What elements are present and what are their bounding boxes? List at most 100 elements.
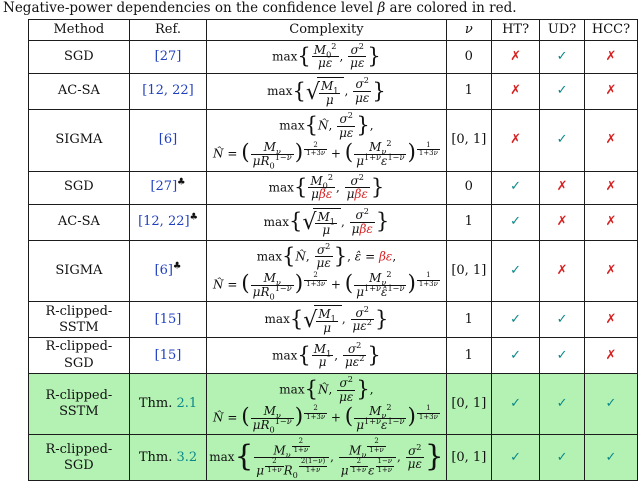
check-icon: ✓ xyxy=(510,449,522,465)
column-header: Ref. xyxy=(128,18,208,41)
hcc-cell: ✗ xyxy=(583,109,639,172)
complexity-cell: max{N̂, σ2 με}, N̂ = (Mν μR01−ν) 2 1+3ν + (Mν… xyxy=(206,372,447,436)
complexity-cell: max{N̂, σ2 με}, N̂ = (Mν μR01−ν) 2 1+3ν + (Mν… xyxy=(206,109,447,172)
nu-cell: 1 xyxy=(445,203,492,241)
ud-cell: ✓ xyxy=(539,301,585,339)
caption-beta-symbol: β xyxy=(377,0,386,16)
table-row: AC-SA [12, 22] max{√ M1 μ, σ2 με} 1 ✗ ✓ ✗ xyxy=(28,72,639,111)
citation-link[interactable]: [6] xyxy=(154,262,174,278)
ht-cell: ✗ xyxy=(490,109,541,172)
cross-icon: ✗ xyxy=(556,214,568,230)
ht-cell: ✓ xyxy=(490,337,541,374)
ud-cell: ✓ xyxy=(539,337,585,374)
method-cell: SGD xyxy=(28,39,130,74)
nu-cell: 1 xyxy=(445,337,492,374)
column-header: Method xyxy=(28,18,130,41)
cross-icon: ✗ xyxy=(510,48,522,64)
table-row: SIGMA [6] max{N̂, σ2 με}, N̂ = (Mν μR01−ν) 2 1+… xyxy=(28,109,639,172)
cross-icon: ✗ xyxy=(605,347,617,363)
ht-cell: ✓ xyxy=(490,170,541,205)
complexity-cell: max{√ M1 μ, σ2 με} xyxy=(206,72,447,111)
caption-text-suffix: are colored in red. xyxy=(385,0,517,16)
citation-link[interactable]: [6] xyxy=(158,132,178,148)
cross-icon: ✗ xyxy=(605,262,617,278)
ht-cell: ✓ xyxy=(490,434,541,481)
ht-cell: ✓ xyxy=(490,301,541,339)
ref-cell: [12, 22] xyxy=(128,72,208,111)
ht-cell: ✓ xyxy=(490,203,541,241)
check-icon: ✓ xyxy=(556,83,568,99)
table-row: R-clipped-SGD [15] max{M1 μ, σ2 με2} 1 ✓ ✓ ✗ xyxy=(28,337,639,374)
header-row: Method Ref. Complexity ν HT? UD? HCC? xyxy=(28,18,639,41)
complexity-cell: max{Mν 2 1+ν μ 2 1+ν R0 2(1−ν) 1+ν, Mν 2 1+ν μ 2 1+ν ε… xyxy=(206,434,447,481)
check-icon: ✓ xyxy=(510,396,522,412)
check-icon: ✓ xyxy=(510,311,522,327)
table-row: AC-SA [12, 22]♣ max{√ M1 μ, σ2 μβε} 1 ✓ ✗ ✗ xyxy=(28,203,639,241)
ud-cell: ✓ xyxy=(539,372,585,436)
hcc-cell: ✗ xyxy=(583,337,639,374)
cross-icon: ✗ xyxy=(605,311,617,327)
citation-link[interactable]: [27] xyxy=(150,179,178,195)
complexity-cell: max{M02 μβε, σ2 μβε} xyxy=(206,170,447,205)
hcc-cell: ✗ xyxy=(583,239,639,303)
hcc-cell: ✗ xyxy=(583,72,639,111)
ud-cell: ✗ xyxy=(539,239,585,303)
check-icon: ✓ xyxy=(556,449,568,465)
complexity-cell: max{N̂, σ2 με}, ε̂ = βε, N̂ = (Mν μR01−ν) 2 1… xyxy=(206,239,447,303)
check-icon: ✓ xyxy=(556,132,568,148)
column-header: UD? xyxy=(539,18,585,41)
complexity-cell: max{√ M1 μ, σ2 με2} xyxy=(206,301,447,339)
club-icon: ♣ xyxy=(177,177,186,189)
table-row: R-clipped-SSTM [15] max{√ M1 μ, σ2 με2} 1 ✓ ✓ ✗ xyxy=(28,301,639,339)
table-caption: Negative-power dependencies on the confi… xyxy=(2,0,638,19)
ud-cell: ✓ xyxy=(539,39,585,74)
ref-cell: [6]♣ xyxy=(128,239,208,303)
theorem-link[interactable]: 3.2 xyxy=(176,449,198,465)
ref-cell: [15] xyxy=(128,301,208,339)
complexity-cell: max{M1 μ, σ2 με2} xyxy=(206,337,447,374)
citation-link[interactable]: [12, 22] xyxy=(142,83,194,99)
citation-link[interactable]: [12, 22] xyxy=(138,214,190,230)
method-cell: AC-SA xyxy=(28,72,130,111)
check-icon: ✓ xyxy=(556,48,568,64)
hcc-cell: ✗ xyxy=(583,170,639,205)
column-header: ν xyxy=(445,18,492,41)
check-icon: ✓ xyxy=(605,449,617,465)
ref-cell: Thm. 2.1 xyxy=(128,372,208,436)
check-icon: ✓ xyxy=(510,262,522,278)
cross-icon: ✗ xyxy=(605,132,617,148)
ud-cell: ✗ xyxy=(539,170,585,205)
method-cell: SGD xyxy=(28,170,130,205)
check-icon: ✓ xyxy=(556,396,568,412)
hcc-cell: ✓ xyxy=(583,434,639,481)
table-row: SGD [27] max{M02 με, σ2 με} 0 ✗ ✓ ✗ xyxy=(28,39,639,74)
comparison-table: Method Ref. Complexity ν HT? UD? HCC? SGD [27] m… xyxy=(28,18,639,481)
citation-link[interactable]: [27] xyxy=(154,48,182,64)
citation-link[interactable]: [15] xyxy=(154,347,182,363)
cross-icon: ✗ xyxy=(556,179,568,195)
column-header: Complexity xyxy=(206,18,447,41)
ref-cell: [6] xyxy=(128,109,208,172)
club-icon: ♣ xyxy=(173,260,182,272)
nu-cell: [0, 1] xyxy=(445,372,492,436)
nu-cell: 1 xyxy=(445,72,492,111)
ref-cell: [15] xyxy=(128,337,208,374)
column-header: HCC? xyxy=(583,18,639,41)
method-cell: R-clipped-SSTM xyxy=(28,301,130,339)
club-icon: ♣ xyxy=(189,211,198,223)
table-row: SGD [27]♣ max{M02 μβε, σ2 μβε} 0 ✓ ✗ ✗ xyxy=(28,170,639,205)
ref-cell: [12, 22]♣ xyxy=(128,203,208,241)
hcc-cell: ✗ xyxy=(583,39,639,74)
cross-icon: ✗ xyxy=(605,214,617,230)
complexity-cell: max{M02 με, σ2 με} xyxy=(206,39,447,74)
ud-cell: ✓ xyxy=(539,434,585,481)
method-cell: R-clipped-SGD xyxy=(28,434,130,481)
citation-link[interactable]: [15] xyxy=(154,311,182,327)
theorem-link[interactable]: 2.1 xyxy=(176,396,198,412)
table-row: R-clipped-SSTM Thm. 2.1 max{N̂, σ2 με}, N̂ =… xyxy=(28,372,639,436)
check-icon: ✓ xyxy=(556,311,568,327)
complexity-cell: max{√ M1 μ, σ2 μβε} xyxy=(206,203,447,241)
cross-icon: ✗ xyxy=(605,179,617,195)
ref-cell: Thm. 3.2 xyxy=(128,434,208,481)
cross-icon: ✗ xyxy=(605,83,617,99)
